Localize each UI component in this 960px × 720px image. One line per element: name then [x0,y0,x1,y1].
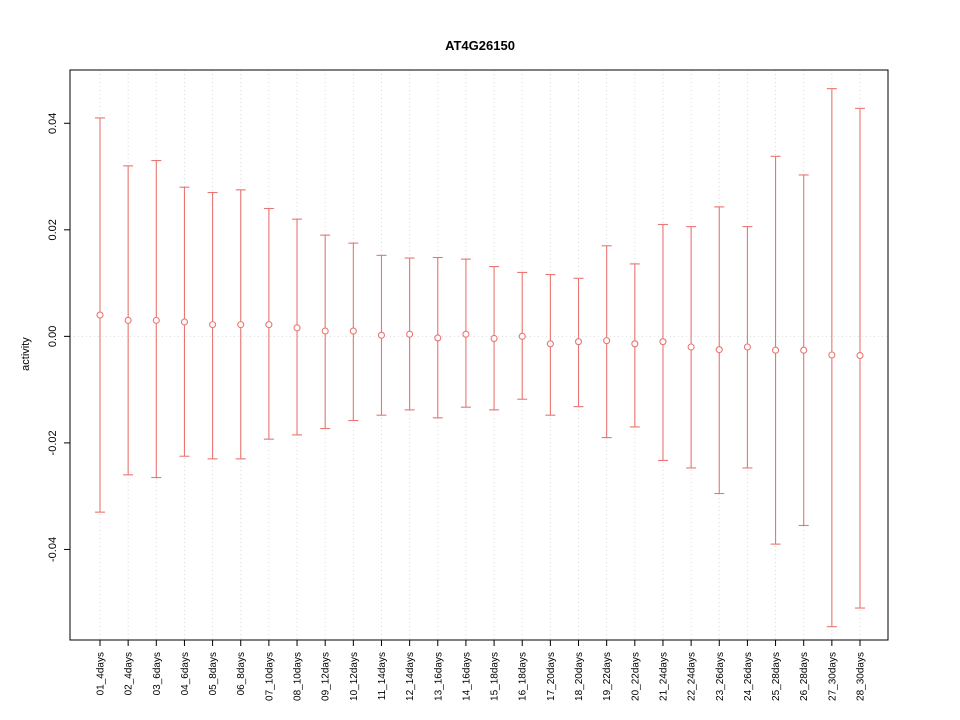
x-tick-label: 20_22days [630,652,641,701]
data-point [152,316,160,324]
data-point [546,340,554,348]
data-point [180,318,188,326]
data-point [631,340,639,348]
y-tick-label: -0.02 [47,430,59,455]
data-point [349,327,357,335]
x-tick-label: 28_30days [856,652,867,701]
x-tick-label: 11_14days [377,652,388,700]
x-tick-label: 15_18days [490,652,501,701]
x-tick-label: 09_12days [321,652,332,701]
x-tick-label: 01_4days [96,652,107,695]
y-tick-label: 0.04 [47,113,59,134]
data-point [659,338,667,346]
data-point [743,343,751,351]
x-tick-label: 18_20days [574,652,585,701]
plot-area [69,69,889,641]
x-tick-label: 22_24days [687,652,698,701]
data-point [490,334,498,343]
x-tick-label: 02_4days [124,652,135,695]
x-tick-label: 10_12days [349,652,360,701]
x-tick-label: 07_10days [264,652,275,701]
y-tick-label: 0.02 [47,219,59,240]
x-tick-label: 19_22days [602,652,613,701]
x-tick-label: 25_28days [771,652,782,701]
data-point [772,346,780,354]
data-point [828,351,836,359]
data-point [574,338,583,346]
data-point [687,343,695,351]
x-tick-label: 06_8days [236,652,247,695]
data-point [462,330,470,338]
data-point [800,346,808,354]
x-tick-label: 27_30days [827,652,838,701]
data-point [603,337,611,345]
data-point [377,331,386,339]
data-point [434,334,442,342]
x-tick-label: 04_6days [180,652,191,695]
data-point [293,324,301,332]
data-point [321,327,329,335]
x-tick-label: 24_26days [743,652,754,701]
data-point [237,321,245,329]
x-tick-label: 23_26days [715,652,726,701]
x-tick-label: 21_24days [658,652,669,701]
y-tick-label: 0.00 [47,326,59,347]
x-tick-label: 08_10days [293,652,304,701]
x-tick-label: 05_8days [208,652,219,695]
x-tick-label: 14_16days [461,652,472,701]
data-point [856,351,864,360]
x-tick-label: 13_16days [433,652,444,701]
data-point [265,321,273,329]
data-point [209,321,217,329]
data-point [518,332,526,340]
x-tick-label: 26_28days [799,652,810,701]
data-point [124,316,132,324]
x-tick-label: 03_6days [152,652,163,695]
data-point [406,330,414,338]
y-tick-label: -0.04 [47,537,59,562]
data-point [715,346,723,354]
chart-title: AT4G26150 [445,38,515,53]
data-point [96,311,104,319]
x-tick-label: 17_20days [546,652,557,701]
x-tick-label: 16_18days [518,652,529,701]
x-tick-label: 12_14days [405,652,416,701]
